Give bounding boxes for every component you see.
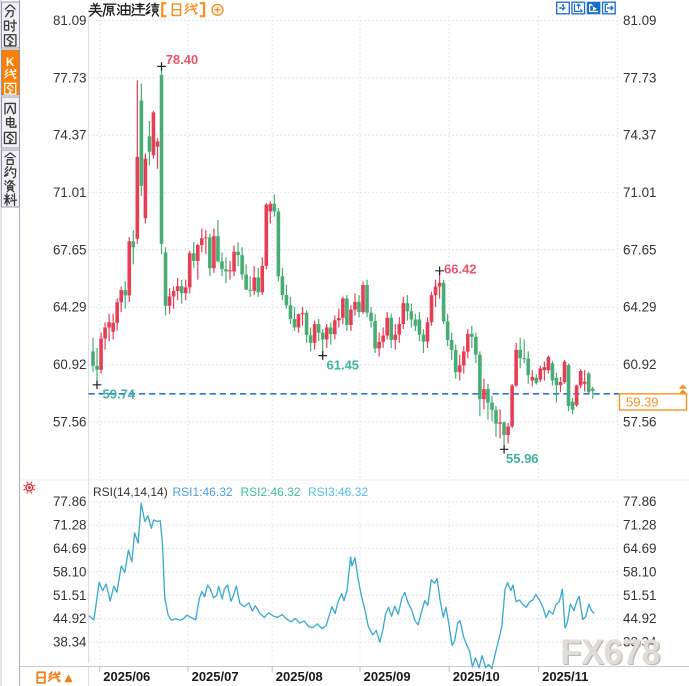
svg-text:59.74: 59.74	[103, 386, 136, 401]
svg-text:71.01: 71.01	[53, 185, 87, 200]
svg-text:67.65: 67.65	[623, 242, 657, 257]
svg-text:RSI3:46.32: RSI3:46.32	[308, 485, 368, 499]
svg-text:64.29: 64.29	[53, 300, 87, 315]
svg-text:74.37: 74.37	[53, 128, 87, 143]
svg-text:RSI(14,14,14): RSI(14,14,14)	[93, 485, 168, 499]
svg-text:2025/06: 2025/06	[103, 669, 150, 684]
svg-text:77.86: 77.86	[53, 494, 87, 509]
svg-text:2025/11: 2025/11	[542, 669, 588, 684]
svg-text:RSI2:46.32: RSI2:46.32	[241, 485, 301, 499]
svg-text:K: K	[6, 55, 15, 69]
svg-text:81.09: 81.09	[623, 13, 657, 28]
svg-text:77.73: 77.73	[623, 70, 657, 85]
svg-text:64.69: 64.69	[623, 541, 657, 556]
svg-text:77.73: 77.73	[53, 70, 87, 85]
svg-text:RSI1:46.32: RSI1:46.32	[173, 485, 233, 499]
svg-text:57.56: 57.56	[53, 415, 87, 430]
svg-text:2025/07: 2025/07	[192, 669, 239, 684]
svg-text:58.10: 58.10	[623, 564, 657, 579]
svg-text:FX678: FX678	[562, 634, 662, 673]
svg-text:44.92: 44.92	[623, 611, 657, 626]
svg-text:64.29: 64.29	[623, 300, 657, 315]
svg-text:51.51: 51.51	[53, 588, 87, 603]
svg-text:66.42: 66.42	[444, 262, 477, 277]
svg-text:FX678: FX678	[560, 633, 660, 672]
svg-text:81.09: 81.09	[53, 13, 87, 28]
svg-text:71.28: 71.28	[623, 518, 657, 533]
svg-text:67.65: 67.65	[53, 242, 87, 257]
svg-text:78.40: 78.40	[166, 52, 199, 67]
svg-text:44.92: 44.92	[53, 611, 87, 626]
svg-text:55.96: 55.96	[506, 451, 539, 466]
svg-text:71.01: 71.01	[623, 185, 657, 200]
svg-text:60.92: 60.92	[623, 357, 657, 372]
svg-text:77.86: 77.86	[623, 494, 657, 509]
svg-text:2025/10: 2025/10	[453, 669, 500, 684]
svg-text:64.69: 64.69	[53, 541, 87, 556]
svg-text:74.37: 74.37	[623, 128, 657, 143]
svg-text:58.10: 58.10	[53, 564, 87, 579]
svg-text:71.28: 71.28	[53, 518, 87, 533]
svg-text:59.39: 59.39	[626, 395, 659, 410]
svg-text:2025/09: 2025/09	[364, 669, 411, 684]
svg-text:51.51: 51.51	[623, 588, 657, 603]
svg-text:2025/08: 2025/08	[276, 669, 323, 684]
svg-text:38.34: 38.34	[53, 635, 87, 650]
svg-text:61.45: 61.45	[327, 358, 360, 373]
svg-text:57.56: 57.56	[623, 415, 657, 430]
svg-text:38.34: 38.34	[623, 635, 657, 650]
svg-text:60.92: 60.92	[53, 357, 87, 372]
